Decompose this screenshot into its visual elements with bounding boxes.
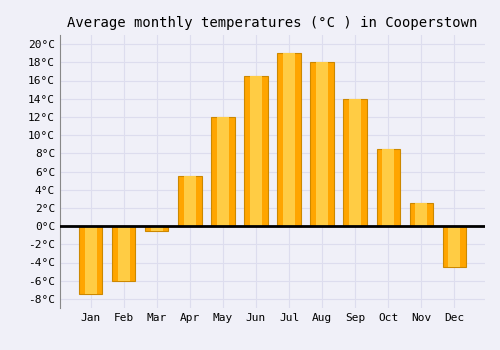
Bar: [118, 226, 130, 281]
Bar: [310, 62, 334, 226]
Bar: [146, 226, 169, 231]
Bar: [376, 149, 400, 226]
Bar: [184, 176, 196, 226]
Bar: [212, 117, 234, 226]
Bar: [84, 226, 97, 294]
Bar: [442, 226, 466, 267]
Bar: [250, 76, 262, 226]
Bar: [80, 226, 102, 294]
Bar: [150, 226, 164, 231]
Bar: [282, 53, 296, 226]
Bar: [244, 76, 268, 226]
Bar: [414, 203, 428, 226]
Bar: [216, 117, 230, 226]
Bar: [278, 53, 300, 226]
Bar: [178, 176, 202, 226]
Title: Average monthly temperatures (°C ) in Cooperstown: Average monthly temperatures (°C ) in Co…: [68, 16, 478, 30]
Bar: [316, 62, 328, 226]
Bar: [382, 149, 394, 226]
Bar: [344, 99, 366, 226]
Bar: [348, 99, 362, 226]
Bar: [448, 226, 460, 267]
Bar: [410, 203, 432, 226]
Bar: [112, 226, 136, 281]
